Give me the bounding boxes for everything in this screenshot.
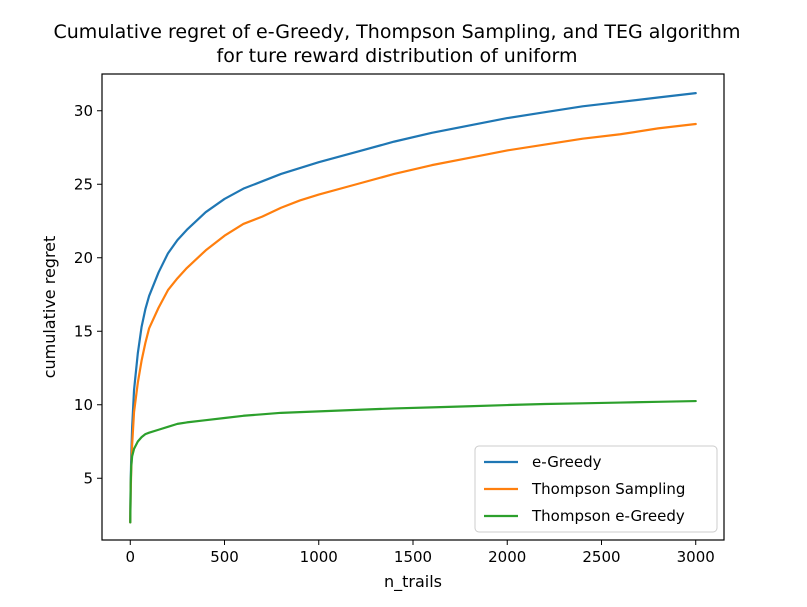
y-tick-label-4: 25 [74, 175, 93, 193]
x-tick-label-5: 2500 [582, 548, 620, 566]
series-line-2 [129, 399, 697, 524]
x-axis-label: n_trails [384, 572, 442, 592]
legend: e-Greedy Thompson Sampling Thompson e-Gree… [474, 445, 718, 533]
y-tick-label-5: 30 [74, 102, 93, 120]
legend-label-2: Thompson e-Greedy [531, 507, 685, 525]
chart-title-line-1: Cumulative regret of e-Greedy, Thompson … [54, 21, 741, 43]
x-tick-label-6: 3000 [677, 548, 715, 566]
y-tick-label-1: 10 [74, 396, 93, 414]
legend-box [474, 445, 718, 533]
legend-label-1: Thompson Sampling [531, 480, 685, 498]
x-axis-ticks: 0 500 1000 1500 2000 2500 3000 [125, 540, 715, 566]
chart-title-line-2: for ture reward distribution of uniform [217, 45, 578, 67]
x-tick-label-1: 500 [210, 548, 239, 566]
y-tick-label-2: 15 [74, 322, 93, 340]
y-tick-label-0: 5 [83, 469, 93, 487]
y-axis-label: cumulative regret [40, 236, 59, 379]
legend-label-0: e-Greedy [532, 453, 602, 471]
y-tick-label-3: 20 [74, 249, 93, 267]
x-tick-label-0: 0 [125, 548, 135, 566]
plot-lines [129, 92, 697, 524]
x-tick-label-4: 2000 [488, 548, 526, 566]
y-axis-ticks: 5 10 15 20 25 30 [74, 102, 102, 487]
x-tick-label-2: 1000 [300, 548, 338, 566]
series-line-1 [129, 122, 697, 524]
x-tick-label-3: 1500 [394, 548, 432, 566]
series-line-0 [129, 92, 697, 524]
